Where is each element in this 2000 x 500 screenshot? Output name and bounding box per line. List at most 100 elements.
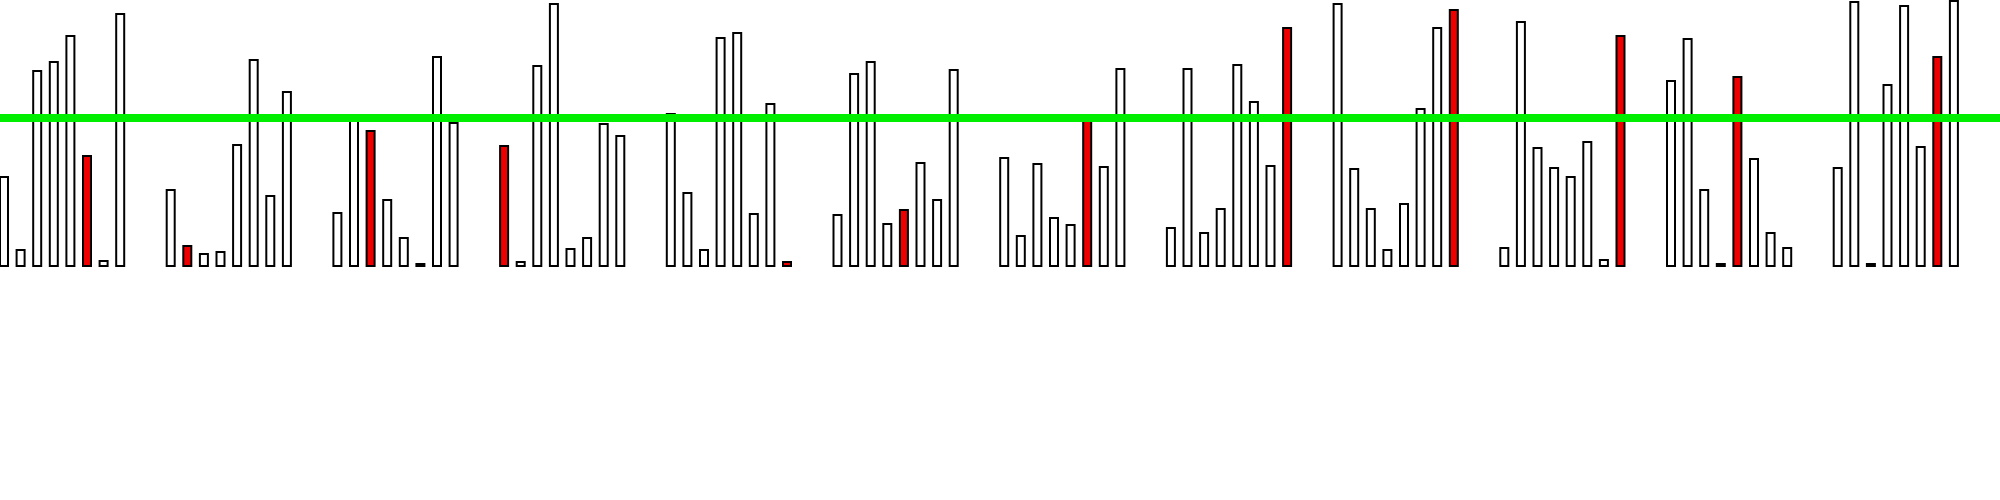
bar: [999, 157, 1010, 267]
bar: [332, 212, 343, 267]
bar: [1565, 176, 1576, 267]
bar: [882, 223, 893, 267]
bar-highlighted: [1448, 9, 1459, 267]
bar: [198, 253, 209, 267]
bar: [1015, 235, 1026, 267]
bar: [715, 37, 726, 267]
bar: [1499, 247, 1510, 267]
bar: [1432, 27, 1443, 267]
bar: [1049, 217, 1059, 267]
bar: [98, 260, 109, 267]
bar: [748, 213, 759, 267]
bar-group-3: [332, 56, 459, 267]
bar: [1782, 247, 1793, 267]
bar: [849, 73, 860, 267]
bar: [582, 237, 593, 267]
bar: [1598, 259, 1609, 267]
bar: [732, 32, 743, 267]
bar: [532, 65, 543, 267]
bar-group-9: [1332, 3, 1459, 267]
bar: [1032, 163, 1043, 267]
bar: [1115, 68, 1126, 267]
bar: [1382, 249, 1393, 267]
bar: [515, 261, 526, 267]
bar: [248, 59, 259, 267]
bar-group-7: [999, 68, 1126, 267]
bar-highlighted: [782, 261, 792, 267]
bar-group-12: [1832, 0, 1959, 267]
bar-highlighted: [365, 130, 376, 267]
bar-highlighted: [1932, 56, 1943, 267]
bar: [432, 56, 442, 267]
bar: [932, 199, 943, 267]
bar: [1349, 168, 1360, 267]
bar: [1248, 101, 1259, 267]
bar-group-10: [1499, 21, 1626, 267]
bar-highlighted: [499, 145, 510, 267]
bar: [1715, 263, 1726, 267]
bar: [0, 176, 9, 267]
bar-group-8: [1165, 27, 1293, 267]
bar: [565, 248, 576, 267]
bar: [32, 70, 43, 267]
bar: [65, 35, 76, 267]
bar: [1065, 224, 1076, 267]
bar: [415, 263, 426, 267]
bar: [682, 192, 693, 267]
bar: [1682, 38, 1693, 267]
bar: [1899, 5, 1910, 267]
bar: [1165, 227, 1176, 267]
bar: [1182, 68, 1193, 267]
bar: [1832, 167, 1843, 267]
bar-highlighted: [1615, 35, 1626, 267]
bar: [1098, 166, 1109, 267]
bar-group-1: [0, 13, 126, 267]
bar: [615, 135, 626, 267]
bar: [1765, 232, 1776, 267]
bar: [1699, 189, 1710, 267]
bar: [1532, 147, 1543, 267]
bar: [1882, 84, 1893, 267]
bar: [1232, 64, 1243, 267]
bar: [765, 103, 776, 267]
bar: [548, 3, 559, 267]
bar-group-4: [499, 3, 626, 267]
bar: [665, 113, 676, 267]
bar: [232, 144, 243, 267]
bar: [699, 249, 709, 267]
bar: [1399, 203, 1409, 267]
bar: [165, 189, 176, 267]
bar: [215, 251, 226, 267]
bar-highlighted: [898, 209, 909, 267]
bar: [349, 117, 359, 267]
bar: [1199, 232, 1210, 267]
bar: [382, 199, 393, 267]
bar-highlighted: [182, 245, 193, 267]
bar: [1415, 108, 1426, 267]
bar: [1865, 263, 1876, 267]
bar: [398, 237, 409, 267]
bar-group-11: [1666, 38, 1793, 267]
bar: [1915, 146, 1926, 267]
bar: [1215, 208, 1226, 267]
bar: [1265, 165, 1276, 267]
bar: [865, 61, 876, 267]
bar-group-6: [832, 61, 959, 267]
bar: [48, 61, 59, 267]
bar-group-2: [165, 59, 292, 267]
bar: [915, 162, 926, 267]
bar: [115, 13, 126, 267]
bar: [1749, 158, 1759, 267]
bar-highlighted: [1082, 115, 1093, 267]
bar: [598, 123, 609, 267]
bar: [448, 122, 459, 267]
bar-highlighted: [1732, 76, 1743, 267]
bar: [1948, 0, 1959, 267]
bar-highlighted: [82, 155, 92, 267]
bar: [1666, 80, 1676, 267]
bar: [1549, 167, 1560, 267]
bar-highlighted: [1282, 27, 1293, 267]
bar: [1849, 1, 1860, 267]
bar-group-5: [665, 32, 792, 267]
